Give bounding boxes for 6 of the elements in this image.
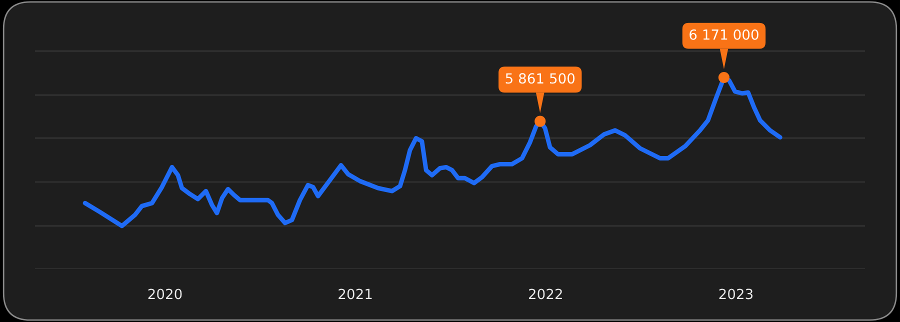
x-tick-label: 2022 xyxy=(528,288,562,300)
x-tick-label: 2023 xyxy=(719,288,753,300)
x-tick-label: 2021 xyxy=(338,288,372,300)
x-tick-label: 2020 xyxy=(148,288,182,300)
annotation: 5 861 500 xyxy=(506,73,575,84)
annotation: 6 171 000 xyxy=(690,29,758,40)
